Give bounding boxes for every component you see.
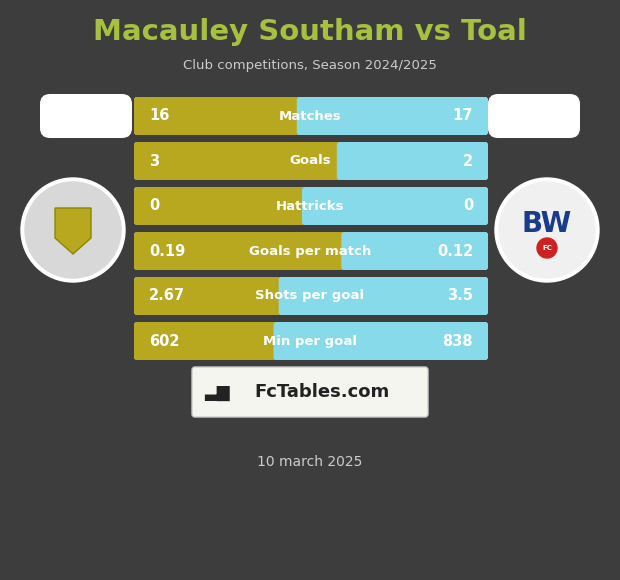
- FancyBboxPatch shape: [134, 187, 320, 225]
- Circle shape: [25, 182, 121, 278]
- Bar: [306, 100, 316, 132]
- Text: Macauley Southam vs Toal: Macauley Southam vs Toal: [93, 18, 527, 46]
- Text: Min per goal: Min per goal: [263, 335, 357, 347]
- FancyBboxPatch shape: [273, 322, 488, 360]
- Bar: [283, 325, 293, 357]
- FancyBboxPatch shape: [302, 187, 488, 225]
- Bar: [288, 280, 298, 312]
- Text: Shots per goal: Shots per goal: [255, 289, 365, 303]
- Circle shape: [499, 182, 595, 278]
- Bar: [346, 145, 356, 177]
- Text: 838: 838: [443, 334, 473, 349]
- Bar: [350, 235, 358, 267]
- Text: 2: 2: [463, 154, 473, 169]
- FancyBboxPatch shape: [342, 232, 488, 270]
- FancyBboxPatch shape: [134, 232, 488, 270]
- Text: 2.67: 2.67: [149, 288, 185, 303]
- Bar: [283, 325, 485, 357]
- FancyBboxPatch shape: [488, 94, 580, 138]
- Text: Club competitions, Season 2024/2025: Club competitions, Season 2024/2025: [183, 59, 437, 71]
- FancyBboxPatch shape: [40, 94, 132, 138]
- Text: 0: 0: [463, 198, 473, 213]
- Bar: [288, 280, 296, 312]
- FancyBboxPatch shape: [134, 97, 315, 135]
- Bar: [350, 235, 360, 267]
- Text: 0.19: 0.19: [149, 244, 185, 259]
- FancyBboxPatch shape: [337, 142, 488, 180]
- Circle shape: [537, 238, 557, 258]
- FancyBboxPatch shape: [134, 322, 488, 360]
- FancyBboxPatch shape: [134, 187, 488, 225]
- Bar: [306, 100, 485, 132]
- FancyBboxPatch shape: [134, 142, 488, 180]
- Text: 602: 602: [149, 334, 180, 349]
- Bar: [350, 235, 485, 267]
- Text: 0.12: 0.12: [436, 244, 473, 259]
- Bar: [283, 325, 290, 357]
- FancyBboxPatch shape: [297, 97, 488, 135]
- Text: FC: FC: [542, 245, 552, 251]
- FancyBboxPatch shape: [134, 97, 488, 135]
- Text: FcTables.com: FcTables.com: [254, 383, 389, 401]
- Text: 10 march 2025: 10 march 2025: [257, 455, 363, 469]
- Text: BW: BW: [522, 210, 572, 238]
- FancyBboxPatch shape: [192, 367, 428, 417]
- Text: 0: 0: [149, 198, 159, 213]
- FancyBboxPatch shape: [134, 277, 488, 315]
- FancyBboxPatch shape: [278, 277, 488, 315]
- FancyBboxPatch shape: [134, 232, 360, 270]
- Bar: [311, 190, 321, 222]
- FancyBboxPatch shape: [134, 142, 355, 180]
- Text: ▃▇: ▃▇: [204, 383, 230, 401]
- Text: 3.5: 3.5: [447, 288, 473, 303]
- Circle shape: [21, 178, 125, 282]
- FancyBboxPatch shape: [134, 277, 297, 315]
- Text: 16: 16: [149, 108, 169, 124]
- FancyBboxPatch shape: [134, 322, 291, 360]
- Text: Goals: Goals: [289, 154, 331, 168]
- Text: 3: 3: [149, 154, 159, 169]
- Bar: [346, 145, 485, 177]
- Polygon shape: [55, 208, 91, 254]
- Text: Matches: Matches: [278, 110, 342, 122]
- Bar: [311, 190, 319, 222]
- Bar: [288, 280, 485, 312]
- Text: Goals per match: Goals per match: [249, 245, 371, 258]
- Text: 17: 17: [453, 108, 473, 124]
- Bar: [306, 100, 314, 132]
- Bar: [346, 145, 354, 177]
- Bar: [311, 190, 485, 222]
- Text: Hattricks: Hattricks: [276, 200, 344, 212]
- Circle shape: [495, 178, 599, 282]
